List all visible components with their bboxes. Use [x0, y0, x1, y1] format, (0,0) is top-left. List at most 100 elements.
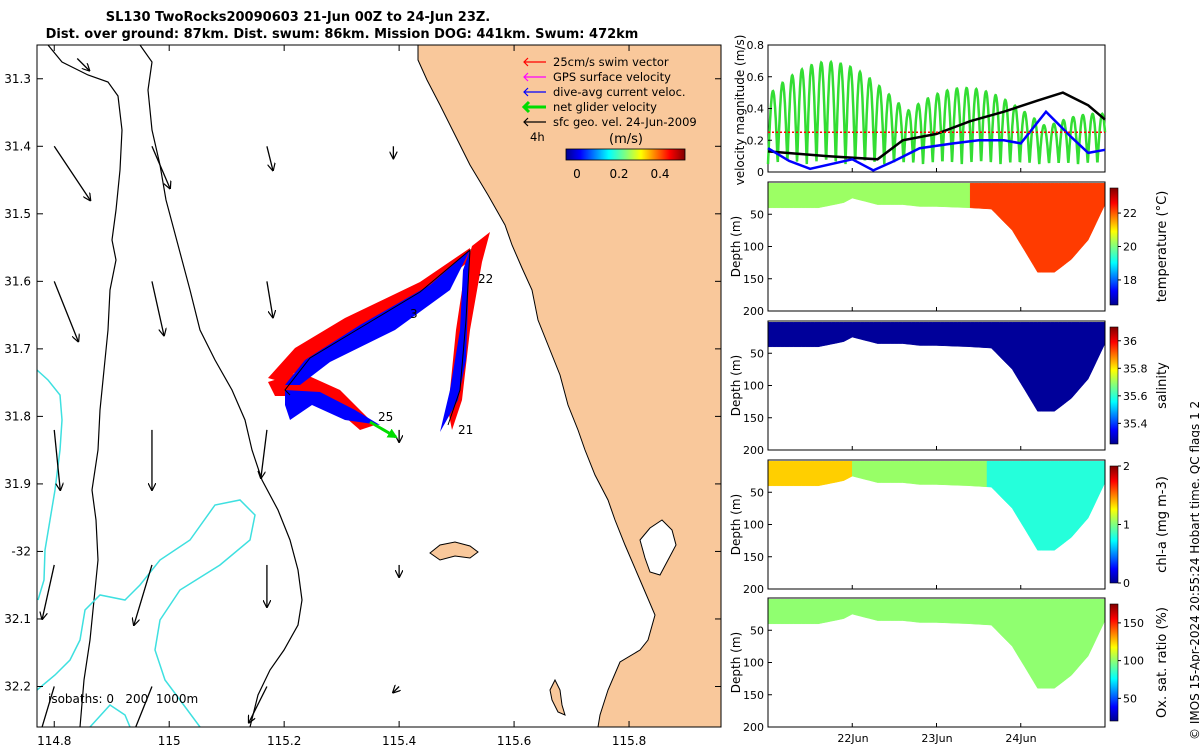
- depth-ylabel: Depth (m): [729, 632, 743, 693]
- map-y-tick-label: 31.5: [4, 207, 31, 221]
- colorbar-tick: 1: [1123, 519, 1130, 532]
- velocity-series-line: [766, 59, 1107, 165]
- colorbar-tick: 36: [1123, 335, 1137, 348]
- legend-label: net glider velocity: [553, 100, 657, 114]
- geo-velocity-arrow: [261, 429, 268, 478]
- geo-velocity-arrow: [42, 564, 55, 619]
- legend-label: 25cm/s swim vector: [553, 55, 669, 69]
- legend-entry-gps: GPS surface velocity: [523, 70, 671, 84]
- depth-tick: 50: [750, 347, 764, 360]
- section-colorbar: [1109, 603, 1119, 722]
- colorbar-tick: 0: [1123, 577, 1130, 590]
- section-colorbar: [1109, 465, 1119, 584]
- geo-velocity-arrow: [151, 146, 170, 188]
- depth-tick: 50: [750, 486, 764, 499]
- map-colorbar-tick: 0.2: [609, 167, 628, 181]
- colorbar-tick: 2: [1123, 460, 1130, 473]
- colorbar-label: salinity: [1155, 362, 1170, 409]
- map-x-tick-label: 115.2: [267, 734, 301, 748]
- section-panel-3: 50 100 150 200 Depth (m) 50 100 150 Ox. sat. rat…: [729, 597, 1170, 734]
- section-panel-1: 50 100 150 200 Depth (m) 35.4 35.6 35.8 36 salini…: [729, 320, 1170, 457]
- geo-velocity-arrow: [249, 686, 268, 722]
- depth-tick: 150: [743, 412, 764, 425]
- map-y-tick-label: 31.4: [4, 139, 31, 153]
- map-x-tick-label: 115.6: [497, 734, 531, 748]
- velocity-y-tick: 0: [757, 166, 764, 179]
- geo-velocity-arrow: [76, 58, 89, 71]
- map-y-tick-label: 31.9: [4, 477, 31, 491]
- geo-velocity-arrow: [53, 145, 90, 200]
- colorbar-label: temperature (°C): [1155, 191, 1170, 303]
- colorbar-label: chl-a (mg m-3): [1155, 476, 1170, 573]
- island: [429, 541, 479, 561]
- time-tick: 24Jun: [1005, 732, 1036, 745]
- legend-entry-swim: 25cm/s swim vector: [523, 55, 669, 69]
- legend-time-tag: 4h: [530, 130, 545, 144]
- velocity-series: [766, 59, 1107, 172]
- depth-tick: 150: [743, 273, 764, 286]
- map-frame: [36, 44, 722, 728]
- depth-tick: 200: [743, 721, 764, 734]
- track-label: 22: [478, 272, 493, 286]
- velocity-series-line: [767, 109, 1106, 172]
- velocity-ylabel: velocity magnitude (m/s): [733, 35, 747, 186]
- time-tick: 22Jun: [837, 732, 868, 745]
- time-tick: 23Jun: [921, 732, 952, 745]
- velocity-y-tick: 0.4: [747, 103, 765, 116]
- isobaths-label: isobaths: 0 200 1000m: [48, 692, 198, 706]
- geo-velocity-arrow: [53, 281, 78, 341]
- depth-tick: 50: [750, 208, 764, 221]
- depth-ylabel: Depth (m): [729, 355, 743, 416]
- colorbar-tick: 22: [1123, 207, 1137, 220]
- map-colorbar-tick: 0.4: [650, 167, 669, 181]
- depth-tick: 100: [743, 241, 764, 254]
- map-colorbar-tick: 0: [573, 167, 581, 181]
- depth-tick: 100: [743, 519, 764, 532]
- estuary: [639, 519, 677, 576]
- track-label: 25: [378, 410, 393, 424]
- colorbar-tick: 150: [1123, 617, 1144, 630]
- map-y-tick-label: -32: [11, 544, 31, 558]
- map-x-tick-label: 114.8: [37, 734, 71, 748]
- depth-tick: 200: [743, 583, 764, 596]
- depth-tick: 100: [743, 380, 764, 393]
- velocity-y-tick: 0.8: [747, 39, 765, 52]
- map-colorbar: [565, 148, 686, 161]
- map-y-tick-label: 32.1: [4, 612, 31, 626]
- geo-velocity-arrow: [393, 686, 399, 692]
- map-y-tick-label: 31.7: [4, 342, 31, 356]
- colorbar-tick: 35.4: [1123, 417, 1148, 430]
- glider-track: [284, 248, 471, 426]
- map-legend: 25cm/s swim vector GPS surface velocity …: [521, 55, 697, 181]
- geo-velocity-arrow: [266, 281, 273, 317]
- section-colorbar: [1109, 326, 1119, 445]
- figure-title-line-1: SL130 TwoRocks20090603 21-Jun 00Z to 24-…: [105, 10, 491, 25]
- isobath-200m: [139, 45, 303, 727]
- colorbar-label: Ox. sat. ratio (%): [1155, 607, 1170, 718]
- section-panel-2: 50 100 150 200 Depth (m) 0 1 2 chl-a (mg m-3): [729, 459, 1170, 596]
- velocity-y-tick: 0.2: [747, 134, 765, 147]
- geostrophic-vectors: [36, 58, 399, 727]
- map-y-tick-label: 31.8: [4, 409, 31, 423]
- geo-velocity-arrow: [266, 146, 273, 170]
- velocity-panel: 0 0.2 0.4 0.6 0.8 velocity magnitude (m/s): [733, 35, 1107, 186]
- depth-tick: 150: [743, 689, 764, 702]
- island: [549, 678, 566, 716]
- colorbar-tick: 35.6: [1123, 390, 1148, 403]
- isobath-cyan: [89, 704, 131, 727]
- map-y-tick-label: 31.6: [4, 274, 31, 288]
- depth-tick: 200: [743, 444, 764, 457]
- map-x-tick-label: 115: [158, 734, 181, 748]
- legend-entry-geo: sfc geo. vel. 24-Jun-2009: [523, 115, 697, 129]
- map-x-tick-label: 115.8: [612, 734, 646, 748]
- velocity-axis-ticks: 0 0.2 0.4 0.6 0.8: [747, 39, 1022, 179]
- colorbar-tick: 18: [1123, 274, 1137, 287]
- depth-tick: 200: [743, 305, 764, 318]
- geo-velocity-arrow: [134, 564, 153, 625]
- coastline: [417, 45, 656, 727]
- velocity-y-tick: 0.6: [747, 71, 765, 84]
- colorbar-tick: 100: [1123, 655, 1144, 668]
- depth-ylabel: Depth (m): [729, 494, 743, 555]
- legend-label: dive-avg current veloc.: [553, 85, 686, 99]
